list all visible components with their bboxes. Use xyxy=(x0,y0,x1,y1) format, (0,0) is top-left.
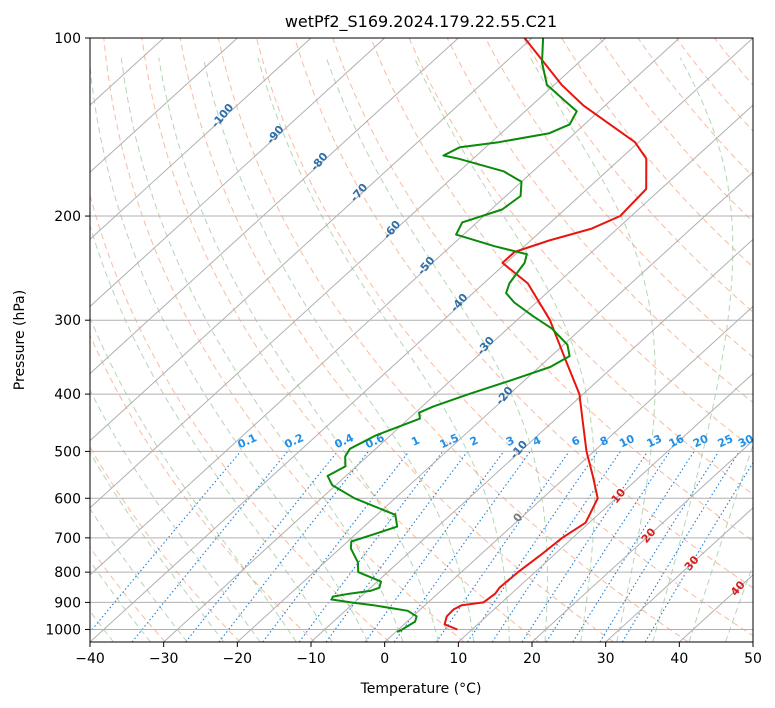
isotherm-line xyxy=(90,38,753,642)
mixing-ratio-line xyxy=(572,451,695,642)
y-axis-title: Pressure (hPa) xyxy=(12,290,28,390)
dry-adiabat-line xyxy=(179,38,614,642)
x-tick-label: 50 xyxy=(744,651,762,667)
x-tick-label: −20 xyxy=(223,651,253,667)
mixing-ratio-line xyxy=(621,451,740,642)
y-tick-label: 900 xyxy=(54,595,81,611)
isotherm-line xyxy=(90,38,238,173)
isotherm-line xyxy=(384,305,753,642)
mixing-ratio-line xyxy=(131,451,289,642)
moist-adiabat-line xyxy=(413,57,596,642)
isotherm-line xyxy=(310,238,753,642)
x-tick-label: 20 xyxy=(523,651,541,667)
mixing-ratio-line xyxy=(364,451,505,642)
x-tick-label: −30 xyxy=(149,651,179,667)
isotherm-line xyxy=(90,38,607,509)
mixing-ratio-line xyxy=(325,451,468,642)
mixing-ratio-line xyxy=(521,451,649,642)
dry-adiabat-line xyxy=(217,38,689,642)
mixing-ratio-line xyxy=(185,451,339,642)
y-tick-label: 300 xyxy=(54,313,81,329)
chart-title: wetPf2_S169.2024.179.22.55.C21 xyxy=(285,12,557,32)
mixing-ratio-line xyxy=(90,451,242,633)
dry-adiabat-line xyxy=(370,38,753,495)
x-axis-title: Temperature (°C) xyxy=(360,681,482,697)
isotherm-line xyxy=(90,38,386,308)
y-tick-label: 500 xyxy=(54,444,81,460)
mixing-ratio-label: 16 xyxy=(667,432,687,450)
dry-adiabat-line xyxy=(332,38,753,542)
plot-frame xyxy=(89,37,754,643)
isotherm-line xyxy=(90,38,459,375)
mixing-ratio-label: 20 xyxy=(691,432,711,450)
x-axis: −40 −30 −20 −10 0 10 20 30 40 50 xyxy=(75,642,762,667)
temperature-profile-line xyxy=(443,38,648,631)
x-tick-label: 30 xyxy=(597,651,615,667)
isotherm-line xyxy=(236,171,753,642)
moist-adiabat-line xyxy=(90,560,151,642)
mixing-ratio-line xyxy=(491,451,621,642)
x-tick-label: 10 xyxy=(449,651,467,667)
mixing-ratio-label: 30 xyxy=(736,432,756,450)
dry-adiabat-line xyxy=(90,334,316,642)
y-tick-label: 700 xyxy=(54,531,81,547)
mixing-ratio-line xyxy=(467,451,599,642)
mixing-ratio-line xyxy=(262,451,410,642)
moist-adiabat-line xyxy=(90,451,225,642)
isotherm-line xyxy=(90,38,533,442)
y-tick-label: 200 xyxy=(54,209,81,225)
dry-adiabat-line xyxy=(255,38,753,637)
y-tick-label: 800 xyxy=(54,565,81,581)
moist-adiabat-line xyxy=(90,610,114,642)
mixing-ratio-label: 25 xyxy=(716,432,735,450)
dewpoint-profile-line xyxy=(326,38,578,633)
mixing-ratio-label: 10 xyxy=(617,432,637,450)
x-tick-label: −40 xyxy=(75,651,105,667)
moist-adiabat-line xyxy=(325,57,548,642)
y-tick-label: 1000 xyxy=(45,622,81,638)
isotherm-line xyxy=(90,38,312,241)
dry-adiabat-line xyxy=(90,546,166,642)
moist-adiabat-line xyxy=(90,389,261,642)
isotherm-line xyxy=(90,38,680,576)
moist-adiabat-line xyxy=(725,563,753,642)
y-tick-label: 400 xyxy=(54,387,81,403)
y-axis: 100 200 300 400 500 600 700 800 900 1000 xyxy=(45,31,90,638)
sounding-profiles xyxy=(326,38,648,633)
mixing-ratio-label: 13 xyxy=(645,432,664,450)
background-lines xyxy=(90,38,753,642)
x-tick-label: 40 xyxy=(670,651,688,667)
moist-adiabat-line xyxy=(688,443,753,642)
y-tick-label: 100 xyxy=(54,31,81,47)
y-tick-label: 600 xyxy=(54,491,81,507)
mixing-ratio-line xyxy=(435,451,570,642)
isotherm-line xyxy=(457,372,753,642)
x-tick-label: 0 xyxy=(380,651,389,667)
isotherm-line xyxy=(163,104,753,642)
mixing-ratio-line xyxy=(599,451,720,642)
isotherm-line xyxy=(605,507,753,642)
dry-adiabat-line xyxy=(103,38,465,642)
dry-adiabat-line xyxy=(90,193,390,642)
dry-adiabat-line xyxy=(141,38,540,642)
isotherm-line xyxy=(531,439,753,642)
moist-adiabat-line xyxy=(90,507,188,642)
mixing-ratio-line xyxy=(545,451,671,642)
x-tick-label: −10 xyxy=(296,651,326,667)
moist-adiabat-line xyxy=(120,57,404,642)
